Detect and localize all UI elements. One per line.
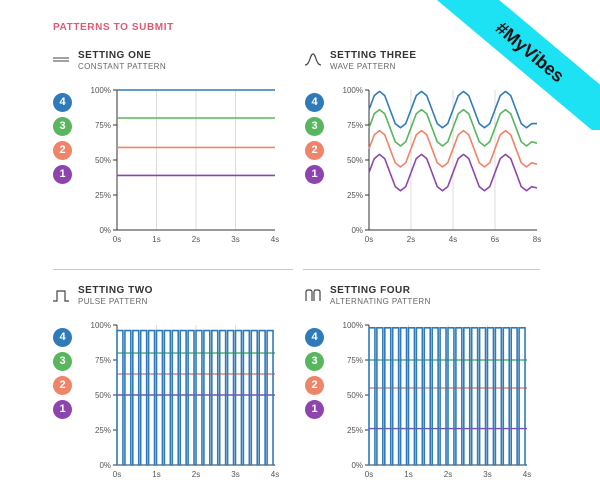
badge-series-1: 1 [53,165,72,184]
x-tick-label: 4s [271,470,279,479]
chart-wave-pattern: 0s 2s 4s 6s 8s 0% 25% 50% 75% 100% [343,86,542,244]
x-tick-label: 2s [192,235,200,244]
series-3-line [368,108,538,147]
wave-pattern-icon [305,53,321,66]
panel-header: SETTING TWO PULSE PATTERN [53,283,293,313]
panel-setting-three: SETTING THREE WAVE PATTERN 4 3 2 1 0s 2s 4… [305,48,545,258]
y-tick-label: 25% [347,426,363,435]
panel-setting-four: SETTING FOUR ALTERNATING PATTERN 4 3 2 1… [305,283,545,493]
badge-series-1: 1 [305,165,324,184]
badge-series-2: 2 [305,141,324,160]
y-tick-label: 50% [95,156,111,165]
x-tick-label: 0s [113,235,121,244]
panel-header: SETTING FOUR ALTERNATING PATTERN [305,283,545,313]
panel-subtitle: PULSE PATTERN [78,297,148,306]
panel-header: SETTING THREE WAVE PATTERN [305,48,545,78]
panel-setting-two: SETTING TWO PULSE PATTERN 4 3 2 1 0s 1s 2s… [53,283,293,493]
x-tick-label: 3s [231,235,239,244]
section-divider-left [53,269,293,270]
panel-title: SETTING TWO [78,285,153,296]
y-tick-label: 75% [347,356,363,365]
x-tick-label: 2s [444,470,452,479]
y-tick-label: 0% [99,226,111,235]
section-divider-right [303,269,540,270]
badge-series-4: 4 [53,328,72,347]
badge-series-4: 4 [305,328,324,347]
pulse-pattern-icon [53,290,69,302]
panel-title: SETTING THREE [330,50,417,61]
x-tick-label: 4s [449,235,457,244]
series-2-line [368,129,538,168]
badge-series-2: 2 [53,141,72,160]
chart-alternating-pattern: 0s 1s 2s 3s 4s 0% 25% 50% 75% 100% [343,321,532,479]
panel-subtitle: CONSTANT PATTERN [78,62,167,71]
x-tick-label: 3s [231,470,239,479]
badge-series-2: 2 [305,376,324,395]
x-tick-label: 6s [491,235,499,244]
panel-header: SETTING ONE CONSTANT PATTERN [53,48,293,78]
alternating-pattern-icon [305,289,321,301]
panel-subtitle: WAVE PATTERN [330,62,396,71]
y-tick-label: 100% [343,86,363,95]
badge-series-4: 4 [305,93,324,112]
y-tick-label: 75% [347,121,363,130]
y-tick-label: 100% [91,86,111,95]
badge-series-1: 1 [53,400,72,419]
series-4-pulse-line [368,327,527,466]
y-tick-label: 25% [347,191,363,200]
panel-subtitle: ALTERNATING PATTERN [330,297,431,306]
y-tick-label: 25% [95,426,111,435]
badge-series-3: 3 [305,352,324,371]
y-tick-label: 100% [91,321,111,330]
y-tick-label: 0% [351,226,363,235]
badge-series-4: 4 [53,93,72,112]
page-title: PATTERNS TO SUBMIT [53,22,174,33]
x-tick-label: 4s [271,235,279,244]
constant-pattern-icon [53,57,69,62]
series-4-pulse-line [116,329,275,466]
y-tick-label: 0% [351,461,363,470]
y-tick-label: 50% [347,156,363,165]
x-tick-label: 8s [533,235,541,244]
y-tick-label: 75% [95,121,111,130]
x-tick-label: 1s [404,470,412,479]
chart-pulse-pattern: 0s 1s 2s 3s 4s 0% 25% 50% 75% 100% [91,321,280,479]
badge-series-1: 1 [305,400,324,419]
badge-series-3: 3 [305,117,324,136]
x-tick-label: 3s [483,470,491,479]
series-4-line [368,90,537,129]
y-tick-label: 0% [99,461,111,470]
x-tick-label: 1s [152,235,160,244]
x-tick-label: 0s [113,470,121,479]
x-tick-label: 2s [407,235,415,244]
chart-constant-pattern: 0s 1s 2s 3s 4s 0% 25% 50% 75% 100% [91,86,280,244]
y-tick-label: 25% [95,191,111,200]
series-1-line [368,153,538,192]
x-tick-label: 0s [365,235,373,244]
x-tick-label: 1s [152,470,160,479]
y-tick-label: 50% [347,391,363,400]
x-tick-label: 4s [523,470,531,479]
y-tick-label: 100% [343,321,363,330]
x-tick-label: 2s [192,470,200,479]
badge-series-2: 2 [53,376,72,395]
panel-title: SETTING ONE [78,50,152,61]
panel-setting-one: SETTING ONE CONSTANT PATTERN 4 3 2 1 0s 1… [53,48,293,258]
y-tick-label: 75% [95,356,111,365]
panel-title: SETTING FOUR [330,285,411,296]
badge-series-3: 3 [53,117,72,136]
badge-series-3: 3 [53,352,72,371]
x-tick-label: 0s [365,470,373,479]
y-tick-label: 50% [95,391,111,400]
